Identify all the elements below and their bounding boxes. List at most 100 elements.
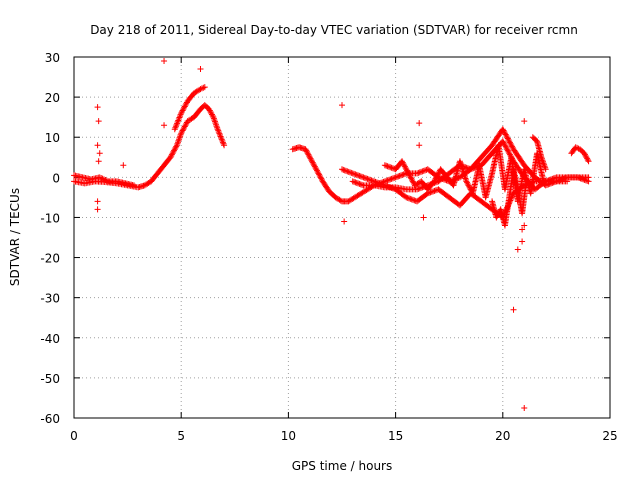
- data-point: [404, 168, 411, 175]
- data-point: [339, 166, 345, 173]
- data-point: [400, 171, 407, 178]
- data-point: [499, 138, 506, 145]
- x-tick-label: 25: [602, 429, 617, 443]
- data-point: [99, 175, 106, 182]
- data-point: [508, 142, 515, 149]
- y-tick-label: -60: [40, 412, 60, 426]
- data-point: [431, 177, 438, 184]
- data-point: [404, 194, 411, 201]
- data-point: [434, 172, 441, 179]
- data-point: [585, 178, 592, 185]
- data-point: [311, 162, 318, 169]
- data-point: [395, 173, 402, 180]
- data-point: [384, 163, 391, 170]
- data-point: [574, 144, 581, 151]
- y-axis-label: SDTVAR / TECUs: [8, 188, 22, 286]
- data-point: [404, 167, 411, 174]
- data-point: [215, 129, 222, 136]
- data-point: [353, 179, 360, 186]
- data-point: [367, 176, 374, 183]
- data-point: [507, 140, 514, 147]
- data-point: [582, 177, 589, 184]
- data-point: [494, 213, 501, 220]
- data-point: [182, 102, 189, 109]
- outlier-point: [519, 238, 526, 245]
- data-point: [208, 110, 215, 117]
- data-point: [500, 139, 507, 146]
- data-point: [388, 175, 395, 182]
- y-tick-label: -10: [40, 211, 60, 225]
- data-point: [416, 185, 423, 192]
- data-point: [580, 176, 587, 183]
- data-point: [500, 127, 507, 134]
- data-point: [505, 148, 512, 155]
- plot-frame: [73, 56, 611, 419]
- data-point: [352, 179, 359, 186]
- data-point: [433, 174, 440, 181]
- chart-title: Day 218 of 2011, Sidereal Day-to-day VTE…: [90, 23, 578, 37]
- data-point: [572, 144, 579, 151]
- data-point: [419, 168, 426, 175]
- data-point: [493, 214, 500, 221]
- data-point: [217, 133, 224, 140]
- outlier-point: [94, 104, 101, 111]
- data-point: [302, 146, 309, 153]
- data-point: [407, 174, 414, 181]
- data-point: [505, 136, 512, 143]
- outlier-point: [416, 142, 423, 149]
- data-point: [318, 175, 325, 182]
- data-point: [197, 86, 204, 93]
- data-point: [180, 126, 187, 133]
- data-point: [220, 140, 227, 147]
- data-point: [403, 194, 410, 201]
- data-point: [351, 170, 358, 177]
- data-point: [304, 150, 311, 157]
- data-point: [502, 143, 509, 150]
- data-point: [578, 175, 585, 182]
- data-point: [399, 171, 406, 178]
- data-point: [409, 178, 416, 185]
- data-point: [585, 158, 592, 165]
- data-point: [131, 182, 138, 189]
- y-axis-ticks: 30 20 10 0 -10 -20 -30 -40 -50 -60: [40, 51, 610, 426]
- y-tick-label: 30: [45, 51, 60, 65]
- data-point: [506, 139, 513, 146]
- outlier-point: [197, 66, 204, 73]
- data-point: [172, 124, 179, 131]
- data-point: [503, 144, 510, 151]
- data-point: [344, 168, 351, 175]
- data-point: [401, 163, 408, 170]
- data-point: [171, 146, 178, 153]
- data-point: [418, 184, 425, 191]
- data-point: [356, 172, 363, 179]
- data-point: [355, 180, 362, 187]
- outlier-point: [519, 226, 526, 233]
- data-point: [308, 158, 315, 165]
- y-tick-label: -30: [40, 292, 60, 306]
- data-point: [414, 186, 421, 193]
- data-point: [435, 170, 442, 177]
- data-point: [415, 185, 422, 192]
- data-point: [409, 177, 416, 184]
- data-point: [172, 123, 179, 130]
- data-point: [311, 163, 318, 170]
- data-point: [383, 162, 390, 169]
- data-point: [340, 166, 347, 173]
- data-point: [464, 179, 471, 186]
- data-point: [351, 178, 358, 185]
- data-point: [540, 178, 547, 185]
- data-point: [218, 136, 225, 143]
- data-point: [506, 138, 513, 145]
- outlier-point: [94, 142, 101, 149]
- data-point: [206, 107, 213, 114]
- data-point: [169, 150, 176, 157]
- data-point: [399, 158, 406, 165]
- data-point: [552, 178, 559, 185]
- data-point: [503, 132, 510, 139]
- data-point: [574, 174, 581, 181]
- data-point: [430, 188, 437, 195]
- data-point: [183, 120, 190, 127]
- data-point: [303, 147, 310, 154]
- outlier-point: [416, 120, 423, 127]
- data-point: [564, 178, 571, 185]
